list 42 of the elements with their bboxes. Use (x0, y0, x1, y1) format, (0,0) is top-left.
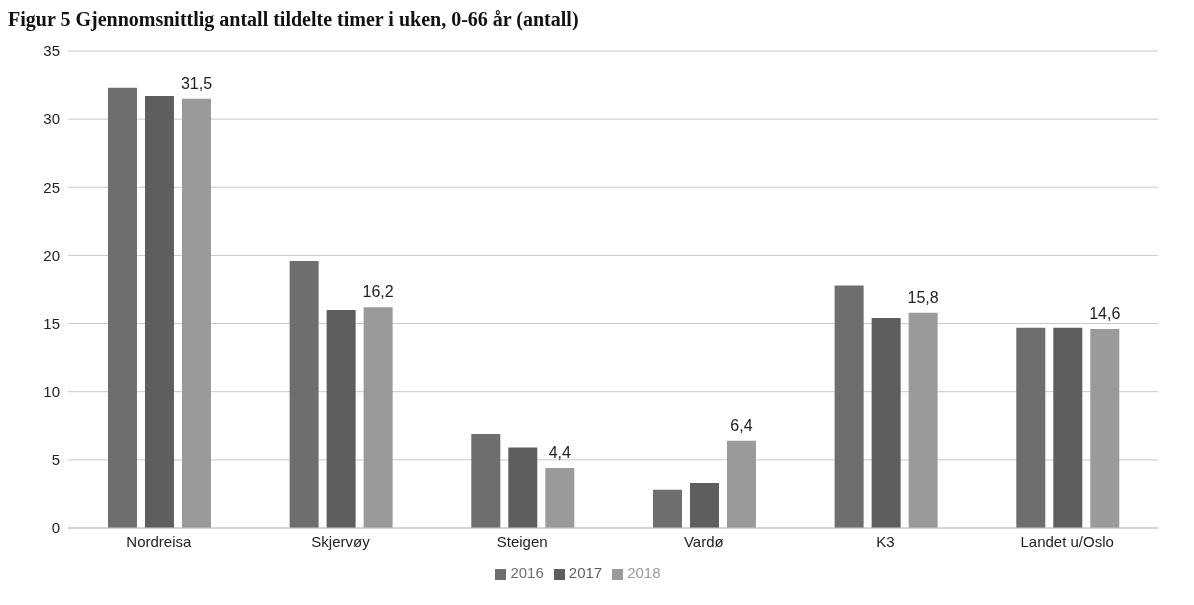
data-label: 4,4 (548, 444, 572, 462)
bar (1090, 329, 1120, 528)
bar (652, 489, 682, 528)
bar (545, 468, 575, 528)
bar (1016, 327, 1046, 528)
y-tick-label: 30 (43, 110, 60, 128)
bar (363, 307, 393, 528)
data-label: 16,2 (362, 283, 394, 301)
bar (326, 309, 356, 528)
legend-label: 2016 (510, 564, 544, 581)
chart-title: Figur 5 Gjennomsnittlig antall tildelte timer i uken, 0-66 år (antall) (8, 8, 580, 31)
x-tick-label: Landet u/Oslo (1020, 532, 1114, 550)
bar (181, 98, 211, 528)
data-label: 31,5 (180, 74, 213, 92)
y-tick-label: 0 (51, 519, 60, 537)
bar (871, 318, 901, 528)
legend-label: 2017 (568, 564, 603, 581)
x-tick-label: Nordreisa (126, 532, 192, 550)
y-tick-label: 20 (43, 246, 60, 264)
bar (508, 447, 538, 528)
y-tick-label: 5 (51, 451, 60, 469)
bar (908, 312, 938, 528)
y-tick-label: 15 (43, 314, 60, 332)
x-tick-label: Steigen (496, 532, 548, 550)
bar (689, 483, 719, 528)
bar (1053, 327, 1083, 528)
x-tick-label: Vardø (683, 532, 724, 550)
data-label: 15,8 (907, 288, 939, 306)
x-tick-label: Skjervøy (311, 532, 371, 550)
bar (289, 260, 319, 528)
bar (726, 440, 756, 528)
y-tick-label: 35 (43, 42, 60, 60)
x-tick-label: K3 (876, 532, 895, 550)
y-tick-label: 25 (43, 178, 60, 196)
bar (107, 87, 137, 528)
legend-label: 2018 (627, 564, 661, 581)
y-tick-label: 10 (43, 383, 60, 401)
data-label: 6,4 (730, 416, 753, 434)
bar (834, 285, 864, 528)
bar (471, 433, 501, 528)
bar (144, 95, 174, 528)
data-label: 14,6 (1089, 305, 1121, 323)
